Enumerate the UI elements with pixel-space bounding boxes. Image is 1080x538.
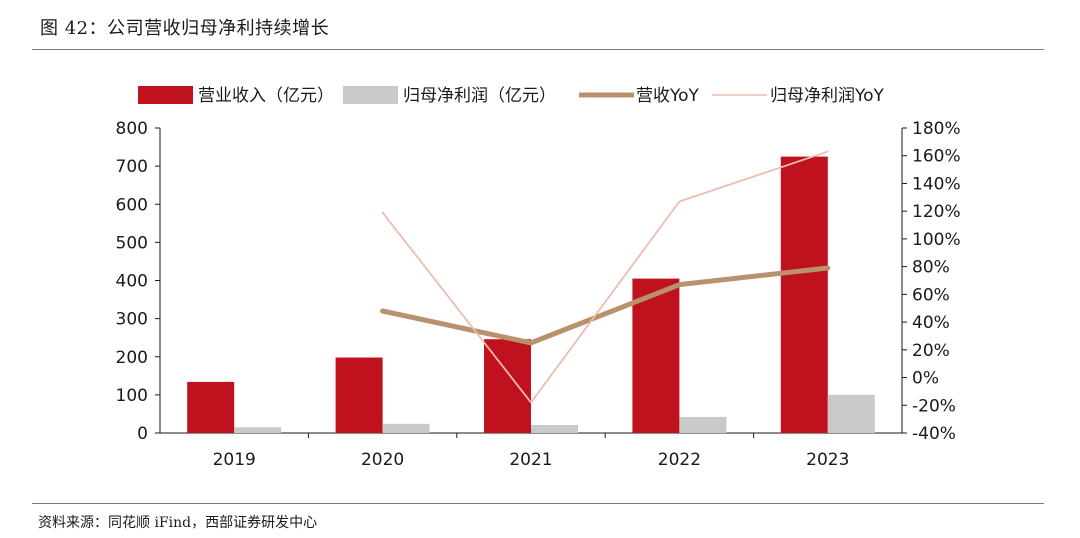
right-tick-label: 20% [912, 341, 950, 361]
bar-series [187, 156, 875, 433]
revenue-bar-2021 [484, 339, 531, 433]
source-note: 资料来源：同花顺 iFind，西部证券研发中心 [38, 515, 318, 531]
revenue-bar-2019 [187, 381, 235, 433]
line-series [380, 150, 831, 404]
bottom-divider [32, 503, 1044, 504]
legend-swatch-revenue [138, 86, 193, 104]
right-tick-label: 120% [912, 202, 961, 222]
legend-label-profit-yoy: 归母净利润YoY [770, 86, 885, 106]
left-tick-label: 200 [116, 348, 148, 368]
right-axis-ticks: -40% -20% 0% 20% 40% 60% 80% 100% 120% 140% 160% 18… [902, 119, 961, 444]
left-tick-label: 500 [116, 233, 148, 253]
left-tick-label: 0 [137, 424, 148, 444]
right-tick-label: 80% [912, 258, 950, 278]
left-tick-label: 100 [116, 386, 148, 406]
x-tick-label: 2019 [213, 450, 256, 470]
right-tick-label: 180% [912, 119, 961, 139]
profit-bar-2019 [234, 427, 282, 433]
left-tick-label: 700 [116, 157, 148, 177]
profit-bar-2020 [382, 423, 430, 433]
legend: 营业收入（亿元） 归母净利润（亿元） 营收YoY 归母净利润YoY [138, 86, 885, 106]
revenue-yoy-line [380, 265, 831, 346]
profit-bar-2021 [531, 424, 578, 433]
left-tick-label: 800 [116, 119, 148, 139]
x-tick-label: 2023 [806, 450, 849, 470]
revenue-bar-2022 [632, 278, 680, 433]
right-tick-label: 160% [912, 147, 961, 167]
profit-bar-2023 [827, 394, 875, 433]
right-tick-label: 40% [912, 313, 950, 333]
right-tick-label: -40% [912, 424, 956, 444]
left-axis-ticks: 0 100 200 300 400 500 600 700 800 [116, 119, 160, 444]
revenue-bar-2020 [335, 357, 383, 433]
profit-bar-2022 [679, 416, 727, 433]
x-tick-label: 2021 [509, 450, 552, 470]
x-tick-label: 2020 [361, 450, 404, 470]
legend-label-profit: 归母净利润（亿元） [403, 86, 556, 106]
right-tick-label: 0% [912, 369, 939, 389]
left-tick-label: 400 [116, 272, 148, 292]
profit-yoy-line [381, 150, 829, 404]
legend-label-revenue-yoy: 营收YoY [636, 86, 700, 106]
x-axis-ticks: 2019 2020 2021 2022 2023 [213, 433, 849, 470]
left-tick-label: 300 [116, 310, 148, 330]
left-tick-label: 600 [116, 195, 148, 215]
legend-swatch-profit [343, 86, 398, 104]
right-tick-label: -20% [912, 396, 956, 416]
right-tick-label: 140% [912, 174, 961, 194]
figure-title: 图 42：公司营收归母净利持续增长 [40, 18, 330, 39]
right-tick-label: 100% [912, 230, 961, 250]
top-divider [32, 49, 1044, 50]
x-tick-label: 2022 [658, 450, 701, 470]
legend-label-revenue: 营业收入（亿元） [198, 86, 334, 106]
right-tick-label: 60% [912, 285, 950, 305]
revenue-bar-2023 [780, 156, 828, 433]
